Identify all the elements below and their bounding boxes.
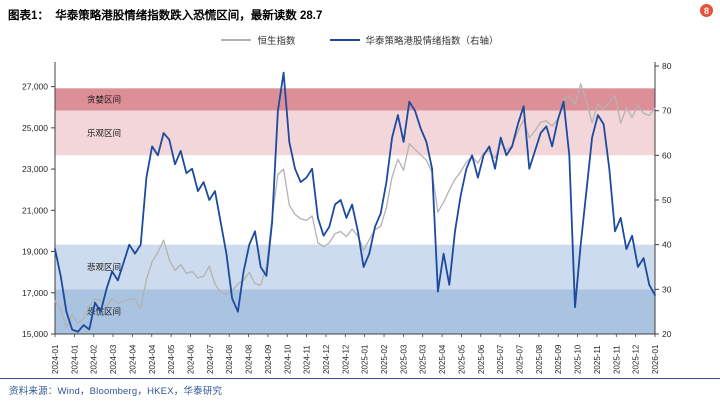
notification-badge: 8: [700, 4, 713, 17]
x-tick-label: 2024-01: [70, 344, 79, 374]
band-label-greed: 贪婪区间: [87, 95, 121, 105]
x-tick-label: 2025-09: [554, 344, 563, 374]
legend-item-hsi: 恒生指数: [221, 33, 296, 47]
band-pessimism: [55, 244, 655, 290]
band-panic: [55, 289, 655, 334]
x-tick-label: 2025-07: [516, 344, 525, 374]
x-tick-label: 2025-12: [632, 344, 641, 374]
x-tick-label: 2024-04: [148, 344, 157, 374]
sentiment-line: [54, 71, 656, 333]
x-tick-label: 2024-08: [245, 344, 254, 374]
x-tick-label: 2024-12: [322, 344, 331, 374]
hsi-line: [54, 83, 656, 329]
legend-item-sentiment: 华泰策略港股情绪指数（右轴）: [329, 33, 499, 47]
x-tick-label: 2024-01: [51, 344, 60, 374]
x-tick-label: 2024-02: [90, 344, 99, 374]
y-right-tick-label: 20: [662, 329, 672, 339]
legend-label-sentiment: 华泰策略港股情绪指数（右轴）: [365, 36, 499, 47]
x-tick-label: 2025-11: [593, 345, 602, 374]
band-label-optimism: 乐观区间: [87, 128, 121, 138]
y-right-tick-label: 80: [662, 61, 672, 71]
y-left-tick-label: 27,000: [22, 82, 48, 92]
y-right-tick-label: 30: [662, 284, 672, 294]
x-tick-label: 2024-10: [283, 344, 292, 374]
band-label-pessimism: 悲观区间: [87, 262, 121, 272]
x-tick-label: 2024-12: [341, 344, 350, 374]
x-tick-label: 2024-11: [303, 345, 312, 374]
y-right-tick-label: 50: [662, 195, 672, 205]
y-left-tick-label: 23,000: [22, 164, 48, 174]
x-tick-label: 2026-01: [651, 344, 660, 374]
y-left-tick-label: 15,000: [22, 329, 48, 339]
x-tick-label: 2025-11: [612, 345, 621, 374]
y-left-tick-label: 25,000: [22, 123, 48, 133]
x-tick-label: 2025-03: [419, 344, 428, 374]
x-tick-label: 2025-02: [380, 344, 389, 374]
y-left-tick-label: 19,000: [22, 247, 48, 257]
x-tick-label: 2024-03: [109, 344, 118, 374]
x-tick-label: 2025-08: [535, 344, 544, 374]
x-tick-label: 2024-09: [264, 344, 273, 374]
x-tick-label: 2024-04: [128, 344, 137, 374]
y-left-tick-label: 21,000: [22, 205, 48, 215]
x-tick-label: 2024-07: [206, 344, 215, 374]
x-tick-label: 2025-07: [496, 344, 505, 374]
x-tick-label: 2025-03: [399, 344, 408, 374]
x-tick-label: 2024-08: [225, 344, 234, 374]
y-left-tick-label: 17,000: [22, 288, 48, 298]
x-tick-label: 2025-06: [477, 344, 486, 374]
x-tick-label: 2025-10: [574, 344, 583, 374]
band-label-panic: 恐慌区间: [87, 307, 121, 317]
x-tick-label: 2025-01: [361, 344, 370, 374]
y-right-tick-label: 40: [662, 240, 672, 250]
x-tick-label: 2025-05: [457, 344, 466, 374]
legend-line-hsi-icon: [221, 39, 252, 41]
x-tick-label: 2024-05: [167, 344, 176, 374]
x-tick-label: 2025-04: [438, 344, 447, 374]
legend-label-hsi: 恒生指数: [257, 36, 296, 47]
footer-divider: [0, 378, 720, 379]
band-greed: [55, 88, 655, 111]
y-right-tick-label: 70: [662, 106, 672, 116]
chart-legend: 恒生指数 华泰策略港股情绪指数（右轴）: [0, 33, 720, 47]
figure-title: 图表1： 华泰策略港股情绪指数跌入恐慌区间，最新读数 28.7: [8, 10, 323, 22]
legend-line-sentiment-icon: [329, 38, 360, 42]
source-note: 资料来源：Wind，Bloomberg，HKEX，华泰研究: [9, 386, 223, 397]
y-right-tick-label: 60: [662, 150, 672, 160]
x-tick-label: 2024-06: [186, 344, 195, 374]
